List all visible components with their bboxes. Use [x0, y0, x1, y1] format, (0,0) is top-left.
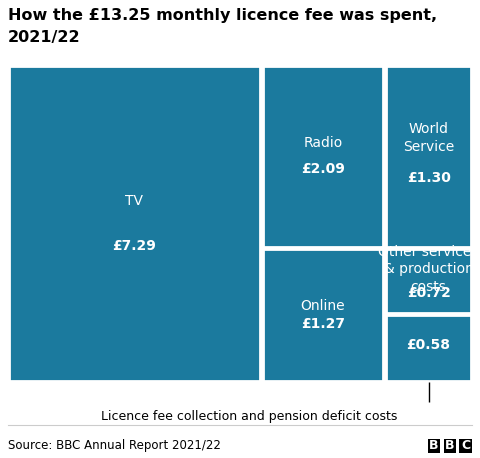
Text: Licence fee collection and pension deficit costs: Licence fee collection and pension defic…	[101, 410, 398, 423]
FancyBboxPatch shape	[444, 439, 456, 453]
Text: Radio: Radio	[303, 136, 343, 151]
FancyBboxPatch shape	[263, 249, 383, 382]
Text: TV: TV	[125, 194, 144, 208]
Text: 2021/22: 2021/22	[8, 30, 81, 45]
Text: World
Service: World Service	[403, 122, 454, 154]
Text: C: C	[461, 439, 470, 453]
Text: £7.29: £7.29	[112, 239, 156, 253]
FancyBboxPatch shape	[263, 65, 383, 247]
FancyBboxPatch shape	[9, 65, 260, 382]
Text: Source: BBC Annual Report 2021/22: Source: BBC Annual Report 2021/22	[8, 438, 221, 452]
FancyBboxPatch shape	[386, 249, 471, 313]
FancyBboxPatch shape	[428, 439, 440, 453]
Text: How the £13.25 monthly licence fee was spent,: How the £13.25 monthly licence fee was s…	[8, 8, 437, 23]
Text: Other services
& production
costs: Other services & production costs	[378, 245, 479, 294]
Text: £0.58: £0.58	[407, 338, 451, 352]
Text: £0.72: £0.72	[407, 286, 451, 300]
FancyBboxPatch shape	[386, 65, 471, 247]
Text: £1.30: £1.30	[407, 171, 451, 185]
Text: £1.27: £1.27	[301, 317, 345, 332]
Text: B: B	[429, 439, 439, 453]
Text: B: B	[445, 439, 455, 453]
FancyBboxPatch shape	[386, 316, 471, 382]
FancyBboxPatch shape	[459, 439, 472, 453]
Text: Online: Online	[301, 299, 346, 313]
Text: £2.09: £2.09	[301, 162, 345, 176]
